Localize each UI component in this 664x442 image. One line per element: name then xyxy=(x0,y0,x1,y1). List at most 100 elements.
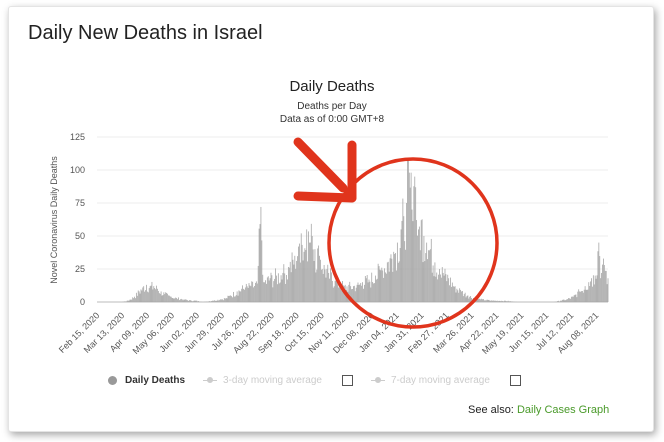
bar xyxy=(326,269,328,302)
bar xyxy=(140,289,142,302)
legend-ma3[interactable]: 3-day moving average xyxy=(203,375,353,386)
bar xyxy=(264,282,265,302)
bar xyxy=(352,288,353,302)
bar xyxy=(335,279,337,302)
y-tick-label: 50 xyxy=(75,231,85,241)
bar xyxy=(128,300,130,302)
bar xyxy=(185,299,187,302)
bar xyxy=(308,231,309,302)
bar xyxy=(433,276,435,302)
bar xyxy=(359,284,361,302)
bar xyxy=(438,274,439,302)
bar xyxy=(424,261,426,302)
bar xyxy=(168,295,169,302)
ma3-checkbox[interactable] xyxy=(341,375,353,386)
bar xyxy=(196,300,198,302)
bar xyxy=(126,300,128,302)
bar xyxy=(161,295,163,302)
bar xyxy=(360,282,362,302)
bar xyxy=(241,288,243,302)
bar xyxy=(418,226,420,302)
bar xyxy=(232,297,233,302)
bar xyxy=(396,242,398,302)
bar xyxy=(223,298,225,302)
bar xyxy=(456,288,458,302)
bar xyxy=(130,299,132,302)
bar xyxy=(364,284,365,302)
bar xyxy=(170,296,172,302)
bar xyxy=(587,289,589,302)
bar xyxy=(428,250,429,302)
bar xyxy=(279,282,281,302)
bar xyxy=(252,281,254,302)
bar xyxy=(244,289,245,302)
bar xyxy=(432,265,434,302)
bar xyxy=(375,279,377,302)
bar xyxy=(448,278,450,302)
bar xyxy=(589,286,591,302)
bar xyxy=(365,278,367,302)
bar xyxy=(494,300,496,302)
bar xyxy=(385,273,387,302)
bar xyxy=(447,274,449,302)
bar xyxy=(268,280,270,302)
bar xyxy=(324,269,326,302)
bar xyxy=(165,292,167,302)
bar xyxy=(266,277,268,302)
bar xyxy=(353,286,354,302)
daily-cases-link[interactable]: Daily Cases Graph xyxy=(516,404,610,416)
bar xyxy=(209,301,211,302)
bar xyxy=(450,277,451,302)
bar xyxy=(298,246,299,302)
bar xyxy=(358,284,360,302)
legend-dot-icon xyxy=(108,376,117,385)
bar xyxy=(497,301,499,302)
bar xyxy=(566,299,568,302)
bar xyxy=(379,269,381,302)
bar xyxy=(385,272,386,302)
bar xyxy=(277,284,278,302)
bar xyxy=(337,277,339,302)
bar xyxy=(451,286,452,302)
bar xyxy=(381,267,383,302)
bar xyxy=(157,290,159,302)
legend-daily-deaths[interactable]: Daily Deaths xyxy=(108,375,185,386)
bar xyxy=(403,216,405,302)
ma7-checkbox[interactable] xyxy=(509,375,521,386)
bar xyxy=(583,289,585,302)
bar xyxy=(484,300,486,302)
bar xyxy=(461,291,463,302)
bar xyxy=(561,300,563,302)
bar xyxy=(369,281,371,302)
bar xyxy=(273,281,275,302)
bar xyxy=(304,248,306,302)
bar xyxy=(277,273,279,302)
bar xyxy=(283,264,285,302)
bar xyxy=(377,263,379,302)
bar xyxy=(603,265,605,302)
bar xyxy=(212,300,214,302)
bar xyxy=(183,299,185,302)
bar xyxy=(330,268,331,302)
bar xyxy=(287,279,288,302)
bar xyxy=(452,286,454,302)
legend-ma7[interactable]: 7-day moving average xyxy=(370,375,521,386)
bar xyxy=(417,235,418,302)
bar xyxy=(414,176,416,302)
bar xyxy=(316,269,318,302)
bar xyxy=(601,272,602,302)
bar xyxy=(569,298,570,302)
bar xyxy=(299,262,301,302)
bar xyxy=(455,292,457,302)
bar xyxy=(573,295,575,302)
bar xyxy=(269,278,271,302)
bar xyxy=(134,296,135,302)
bar xyxy=(407,160,409,302)
bar xyxy=(125,301,127,302)
bar xyxy=(383,277,385,302)
bar xyxy=(570,298,571,302)
bar xyxy=(471,297,472,302)
bar xyxy=(508,301,510,302)
bar xyxy=(172,298,174,302)
bar xyxy=(168,295,170,302)
